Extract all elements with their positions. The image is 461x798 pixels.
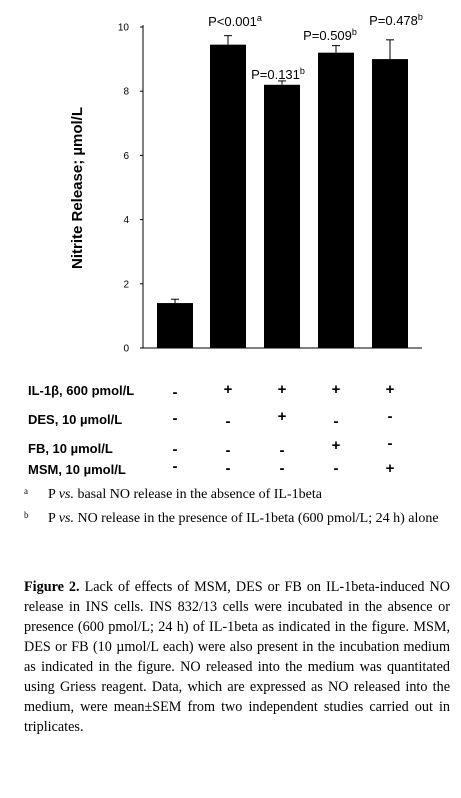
plus-sign: +: [223, 381, 233, 398]
y-tick-label: 0: [123, 344, 129, 355]
footnote-a-vs: vs.: [58, 487, 74, 502]
caption-label: Figure 2.: [24, 579, 80, 595]
treatment-label: IL-1β, 600 pmol/L: [28, 383, 135, 398]
y-tick-label: 4: [123, 215, 129, 226]
minus-sign: -: [387, 435, 393, 452]
bar: [157, 303, 193, 348]
footnote-b-vs: vs.: [58, 511, 74, 526]
footnote-b-mark: b: [24, 510, 29, 520]
minus-sign: -: [333, 460, 339, 477]
p-value-label: P=0.509b: [303, 27, 357, 43]
footnote-b: b P vs. NO release in the presence of IL…: [24, 510, 444, 528]
footnote-b-text: NO release in the presence of IL-1beta (…: [73, 511, 439, 526]
y-axis-label: Nitrite Release; µmol/L: [69, 107, 86, 269]
minus-sign: -: [172, 384, 178, 401]
p-value-label: P<0.001a: [208, 13, 262, 29]
y-tick-label: 2: [123, 279, 129, 290]
minus-sign: -: [225, 413, 231, 430]
plus-sign: +: [385, 460, 395, 477]
treatment-row: IL-1β, 600 pmol/L - + + + +: [0, 381, 461, 403]
minus-sign: -: [225, 460, 231, 477]
minus-sign: -: [225, 442, 231, 459]
bar-chart: 0 2 4 6 8 10 P<0.001a P=0.131b P=0.509b P=0.478b…: [69, 12, 423, 355]
minus-sign: -: [172, 410, 178, 427]
minus-sign: -: [387, 408, 393, 425]
footnote-a-pre: P: [48, 487, 59, 502]
y-tick-label: 6: [123, 151, 129, 162]
treatment-label: DES, 10 µmol/L: [28, 412, 123, 427]
p-value-label: P=0.131b: [251, 66, 305, 82]
bar: [210, 44, 246, 348]
footnote-a-mark: a: [24, 486, 28, 496]
annotation-layer: P<0.001a P=0.131b P=0.509b P=0.478b: [208, 12, 423, 82]
plus-sign: +: [277, 381, 287, 398]
bar: [264, 84, 300, 348]
treatment-label: MSM, 10 µmol/L: [28, 462, 126, 477]
minus-sign: -: [172, 458, 178, 475]
bar: [318, 52, 354, 349]
minus-sign: -: [279, 442, 285, 459]
plus-sign: +: [277, 408, 287, 425]
plus-sign: +: [331, 381, 341, 398]
treatment-row: FB, 10 µmol/L - - - + -: [0, 435, 461, 461]
footnote-a: a P vs. basal NO release in the absence …: [24, 486, 444, 504]
figure-caption: Figure 2. Lack of effects of MSM, DES or…: [24, 577, 450, 737]
caption-text: Lack of effects of MSM, DES or FB on IL-…: [24, 579, 450, 735]
minus-sign: -: [172, 441, 178, 458]
minus-sign: -: [279, 460, 285, 477]
y-tick-label: 10: [118, 23, 130, 34]
bar: [372, 59, 408, 348]
plus-sign: +: [331, 437, 341, 454]
p-value-label: P=0.478b: [369, 12, 423, 28]
footnote-a-text: basal NO release in the absence of IL-1b…: [73, 487, 322, 502]
minus-sign: -: [333, 413, 339, 430]
bar-layer: [157, 35, 408, 349]
treatment-row: MSM, 10 µmol/L - - - - +: [0, 458, 461, 482]
y-tick-label: 8: [123, 87, 129, 98]
plus-sign: +: [385, 381, 395, 398]
treatment-label: FB, 10 µmol/L: [28, 441, 113, 456]
treatment-row: DES, 10 µmol/L - - + - -: [0, 408, 461, 432]
footnote-b-pre: P: [48, 511, 59, 526]
